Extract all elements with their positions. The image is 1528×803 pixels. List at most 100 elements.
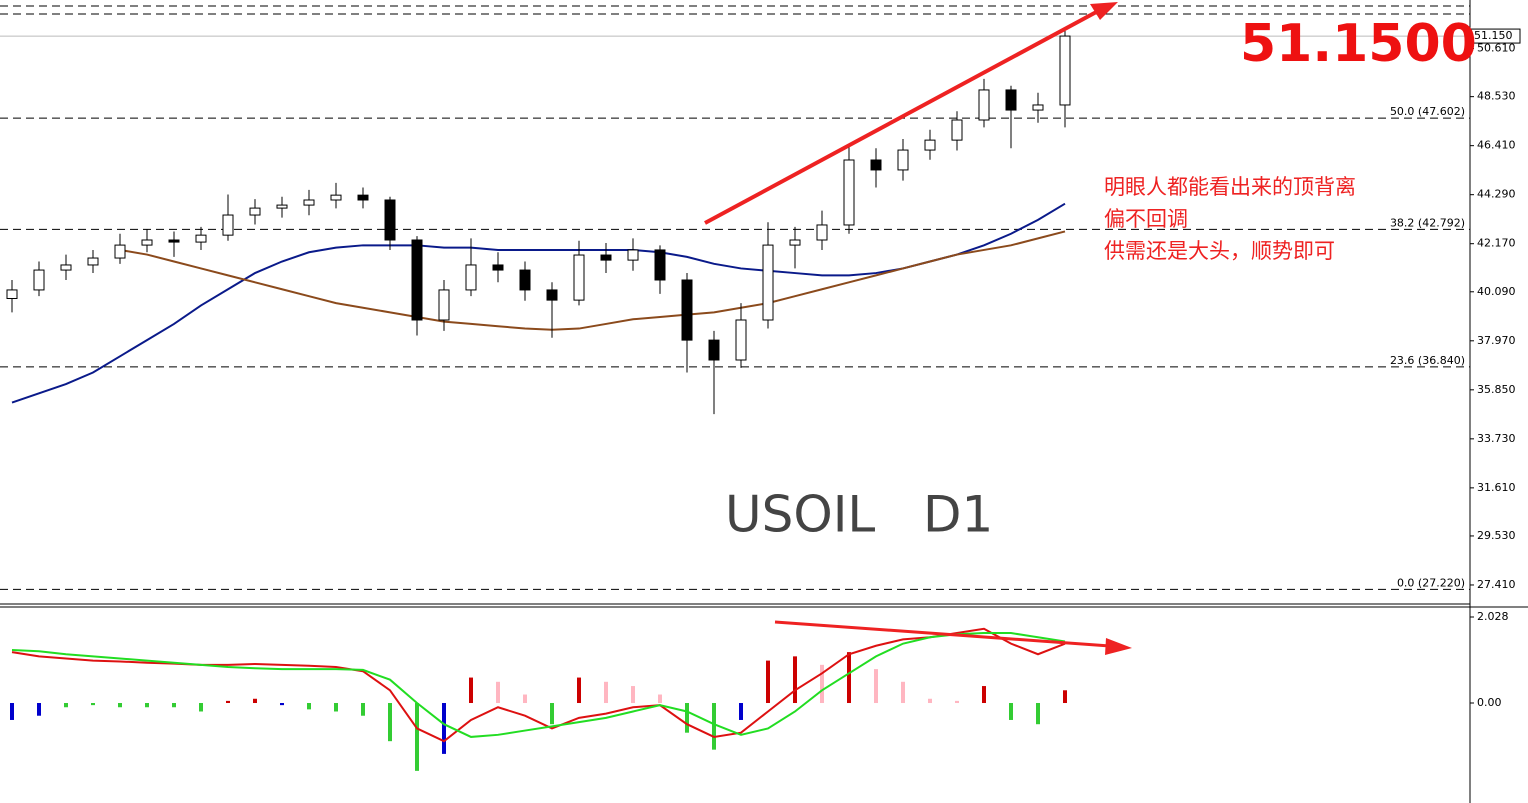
candle-body — [924, 139, 936, 151]
annotation: 供需还是大头，顺势即可 — [1104, 239, 1335, 263]
y-tick-label: 37.970 — [1477, 334, 1516, 347]
candle-body — [168, 239, 180, 243]
line-series — [11, 632, 1066, 738]
histogram-bar — [604, 681, 608, 704]
y-tick-label: 0.00 — [1477, 696, 1502, 709]
macd-pane: 2.028 0.00 — [10, 610, 1509, 771]
y-tick-label: 50.610 — [1477, 42, 1516, 55]
histogram-bar — [307, 703, 311, 710]
histogram-bar — [1036, 703, 1040, 725]
candle-body — [573, 254, 585, 301]
candle-body — [60, 264, 72, 271]
histogram-bar — [280, 703, 284, 706]
candle-body — [33, 269, 45, 291]
candle-body — [114, 244, 126, 259]
y-tick-label: 35.850 — [1477, 383, 1516, 396]
annotation: 偏不回调 — [1104, 207, 1188, 231]
candle-body — [195, 234, 207, 243]
watermark: USOIL D1 — [725, 486, 993, 544]
histogram-bar — [577, 677, 581, 704]
histogram-bar — [226, 700, 230, 704]
candle-body — [276, 204, 288, 209]
histogram-bar — [685, 703, 689, 733]
histogram-bar — [1009, 703, 1013, 720]
candle-body — [951, 119, 963, 141]
histogram-bar — [415, 703, 419, 771]
histogram-bar — [334, 703, 338, 712]
divergence-arrow — [774, 620, 1111, 648]
y-tick-label: 48.530 — [1477, 90, 1516, 103]
histogram-bar — [172, 703, 176, 708]
histogram-bar — [766, 660, 770, 704]
candle-body — [627, 249, 639, 261]
candle-body — [708, 339, 720, 361]
candle-body — [654, 249, 666, 281]
candle-body — [600, 254, 612, 261]
histogram-bar — [442, 703, 446, 754]
candle-body — [438, 289, 450, 321]
y-tick-label: 29.530 — [1477, 529, 1516, 542]
histogram-bar — [145, 703, 149, 708]
histogram-bar — [496, 681, 500, 704]
price-box — [1469, 28, 1521, 44]
fib-label: 0.0 (27.220) — [1397, 576, 1465, 589]
histogram-bar — [739, 703, 743, 720]
y-tick-label: 42.170 — [1477, 237, 1516, 250]
candle-body — [411, 239, 423, 321]
histogram-bar — [550, 703, 554, 725]
candle-body — [978, 89, 990, 121]
price-label: 51.150 — [1474, 29, 1513, 42]
annotation: 明眼人都能看出来的顶背离 — [1104, 175, 1356, 199]
candle-body — [1032, 104, 1044, 111]
candle-body — [6, 289, 18, 299]
histogram-bar — [874, 669, 878, 704]
candle-body — [492, 264, 504, 271]
candle-body — [1059, 35, 1071, 106]
histogram-bar — [64, 703, 68, 708]
histogram-bar — [361, 703, 365, 716]
histogram-bar — [982, 686, 986, 704]
histogram-bar — [820, 664, 824, 704]
line-series — [11, 202, 1066, 404]
histogram-bar — [199, 703, 203, 712]
histogram-bar — [388, 703, 392, 742]
candle-body — [870, 159, 882, 171]
candle-body — [330, 194, 342, 201]
candle-body — [897, 149, 909, 171]
histogram-bar — [631, 686, 635, 704]
candle-body — [303, 199, 315, 206]
y-tick-label: 33.730 — [1477, 432, 1516, 445]
y-tick-label: 27.410 — [1477, 578, 1516, 591]
candle-body — [789, 239, 801, 246]
y-tick-label: 44.290 — [1477, 188, 1516, 201]
big-price: 51.1500 — [1240, 14, 1477, 74]
histogram-bar — [955, 700, 959, 704]
y-tick-label: 31.610 — [1477, 481, 1516, 494]
y-tick-label: 40.090 — [1477, 285, 1516, 298]
candle-body — [87, 257, 99, 266]
candle-body — [384, 199, 396, 241]
histogram-bar — [712, 703, 716, 750]
line-series — [119, 230, 1066, 331]
main-pane: 50.610 48.530 46.410 44.290 42.170 40.090 37.9… — [0, 28, 1521, 591]
trend-arrow — [704, 8, 1101, 225]
histogram-bar — [1063, 690, 1067, 704]
histogram-bar — [847, 652, 851, 704]
y-tick-label: 46.410 — [1477, 139, 1516, 152]
fib-label: 50.0 (47.602) — [1390, 105, 1465, 118]
candle-body — [357, 194, 369, 201]
fib-label: 23.6 (36.840) — [1390, 354, 1465, 367]
histogram-bar — [901, 681, 905, 704]
candle-body — [249, 207, 261, 216]
histogram-bar — [37, 703, 41, 716]
candle-body — [546, 289, 558, 301]
candle-body — [519, 269, 531, 291]
candle-body — [762, 244, 774, 321]
histogram-bar — [469, 677, 473, 704]
y-tick-label: 2.028 — [1477, 610, 1509, 623]
histogram-bar — [91, 703, 95, 706]
candle-body — [681, 279, 693, 341]
